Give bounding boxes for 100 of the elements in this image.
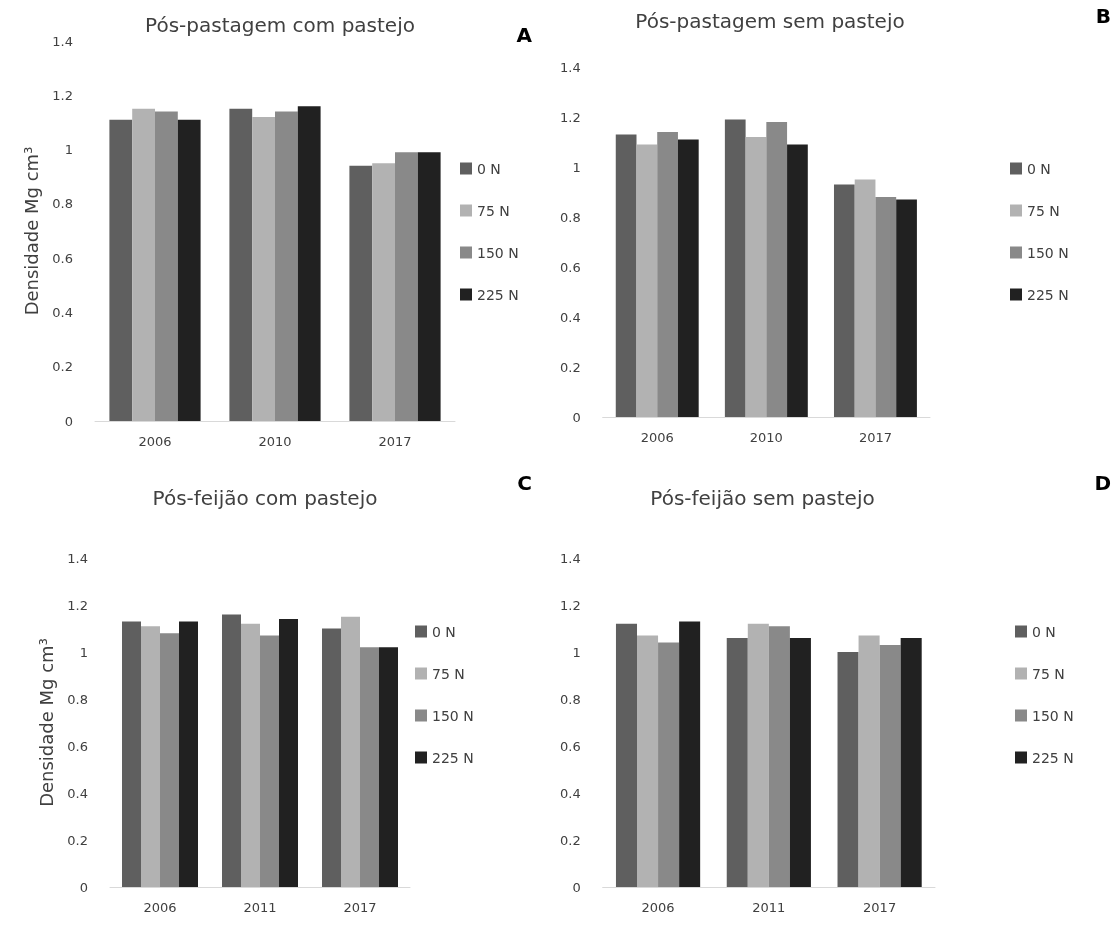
bar — [322, 628, 341, 887]
bar — [372, 163, 395, 421]
x-tick-label: 2006 — [640, 430, 674, 445]
bar — [875, 197, 897, 417]
x-tick-label: 2017 — [343, 900, 377, 915]
bar — [275, 111, 298, 421]
chart-title: Pós-pastagem sem pastejo — [635, 9, 905, 33]
y-tick-label: 0.8 — [559, 691, 581, 707]
bar — [395, 152, 418, 421]
y-tick-label: 0.6 — [52, 250, 73, 266]
legend-label: 75 N — [1027, 202, 1060, 219]
legend-label: 75 N — [477, 202, 510, 219]
text: C — [517, 471, 533, 495]
y-tick-label: 1.4 — [559, 550, 581, 566]
chart-title: Pós-feijão sem pastejo — [650, 486, 875, 510]
legend-label: 0 N — [1032, 623, 1056, 640]
bar — [417, 152, 441, 421]
chart-title: Pós-pastagem com pastejo — [145, 13, 415, 37]
y-tick-label: 0.4 — [559, 785, 581, 801]
x-tick-label: 2011 — [752, 900, 786, 915]
y-axis-title: Densidade Mg cm³ — [35, 638, 57, 807]
y-tick-label: 0 — [572, 409, 581, 425]
bar — [657, 132, 678, 417]
bar — [260, 635, 279, 887]
y-tick-label: 0.6 — [559, 259, 581, 275]
bar — [636, 144, 658, 417]
bar — [179, 621, 198, 887]
bar — [141, 626, 160, 887]
y-tick-label: 1 — [79, 644, 88, 660]
bar — [658, 642, 680, 887]
bar — [637, 635, 659, 887]
y-tick-label: 0 — [64, 413, 73, 429]
bar — [747, 623, 769, 887]
bar — [349, 165, 373, 421]
bar — [766, 122, 788, 417]
bar — [900, 637, 922, 887]
legend-label: 0 N — [432, 623, 456, 640]
y-axis-title: Densidade Mg cm³ — [20, 146, 42, 316]
legend-label: 225 N — [477, 286, 519, 303]
y-tick-label: 0.2 — [67, 832, 88, 848]
y-tick-label: 0.2 — [559, 359, 581, 375]
y-tick-label: 0.6 — [559, 738, 581, 754]
legend-label: 75 N — [1032, 665, 1065, 682]
bar — [341, 616, 360, 887]
bar — [241, 623, 260, 887]
bar — [787, 144, 808, 417]
y-tick-label: 1.4 — [67, 550, 88, 566]
x-tick-label: 2006 — [641, 900, 675, 915]
y-tick-label: 1 — [572, 644, 581, 660]
y-tick-label: 0.8 — [67, 691, 88, 707]
bar — [615, 623, 638, 887]
legend-label: 75 N — [432, 665, 465, 682]
x-tick-label: 2010 — [749, 430, 783, 445]
legend-label: 150 N — [1032, 707, 1074, 724]
x-tick-label: 2017 — [863, 900, 897, 915]
bar — [615, 134, 637, 417]
bar — [297, 106, 321, 421]
bar — [379, 647, 398, 887]
x-tick-label: 2011 — [243, 900, 277, 915]
bar — [122, 621, 141, 887]
y-tick-label: 0.8 — [559, 209, 581, 225]
y-tick-label: 1.4 — [52, 33, 73, 49]
bar — [879, 644, 901, 887]
legend-label: 0 N — [477, 160, 501, 177]
legend-label: 150 N — [477, 244, 519, 261]
legend-label: 225 N — [1027, 286, 1069, 303]
text: A — [516, 23, 533, 47]
bar — [177, 119, 201, 421]
bar — [132, 108, 155, 421]
legend-label: 150 N — [1027, 244, 1069, 261]
x-tick-label: 2017 — [858, 430, 892, 445]
bar — [789, 637, 811, 887]
y-tick-label: 1 — [64, 142, 73, 158]
bar — [160, 633, 179, 887]
y-tick-label: 0.4 — [67, 785, 88, 801]
legend-label: 225 N — [432, 749, 474, 766]
bar — [229, 108, 253, 421]
bar — [109, 119, 133, 421]
x-tick-label: 2006 — [138, 434, 172, 449]
bar — [745, 137, 767, 417]
legend-label: 0 N — [1027, 160, 1051, 177]
y-tick-label: 1.2 — [559, 109, 581, 125]
bar — [896, 199, 917, 417]
bar — [252, 117, 275, 421]
bar — [155, 111, 178, 421]
y-tick-label: 1 — [572, 159, 581, 175]
bar — [854, 179, 876, 417]
y-tick-label: 0.4 — [52, 304, 73, 320]
bar — [837, 652, 859, 887]
bar — [679, 621, 701, 887]
bar — [858, 635, 880, 887]
text: B — [1095, 4, 1112, 28]
bar — [724, 119, 746, 417]
y-tick-label: 0.2 — [559, 832, 581, 848]
bar — [726, 637, 748, 887]
chart-title: Pós-feijão com pastejo — [152, 486, 378, 510]
legend-label: 150 N — [432, 707, 474, 724]
y-tick-label: 0.6 — [67, 738, 88, 754]
x-tick-label: 2010 — [258, 434, 292, 449]
bar — [279, 619, 298, 887]
